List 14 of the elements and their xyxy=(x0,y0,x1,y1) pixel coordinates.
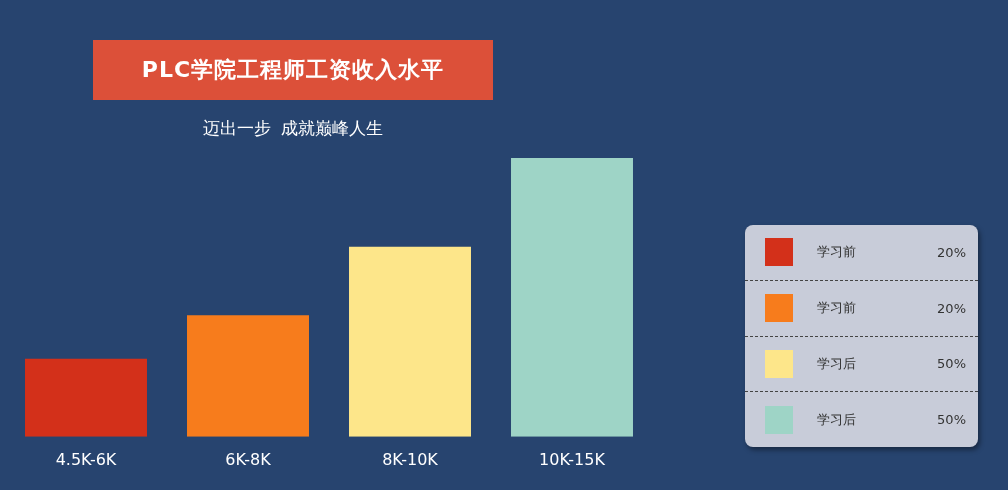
x-tick-label: 8K-10K xyxy=(382,449,439,469)
legend-label: 学习前 xyxy=(817,299,857,318)
text: 50% xyxy=(937,356,966,372)
legend-label: 学习后 xyxy=(817,410,857,429)
text: 50% xyxy=(937,412,966,428)
legend-label: 学习后 xyxy=(817,354,857,373)
chart-title: PLC学院工程师工资收入水平 xyxy=(93,40,493,100)
x-tick-label: 10K-15K xyxy=(539,449,606,469)
text: 20% xyxy=(937,244,966,260)
x-tick-label: 4.5K-6K xyxy=(55,449,117,469)
text: 20% xyxy=(937,300,966,316)
x-tick-label: 6K-8K xyxy=(225,449,272,469)
legend-label: 学习前 xyxy=(817,243,857,262)
chart-subtitle: 迈出一步 成就巅峰人生 xyxy=(201,117,385,140)
